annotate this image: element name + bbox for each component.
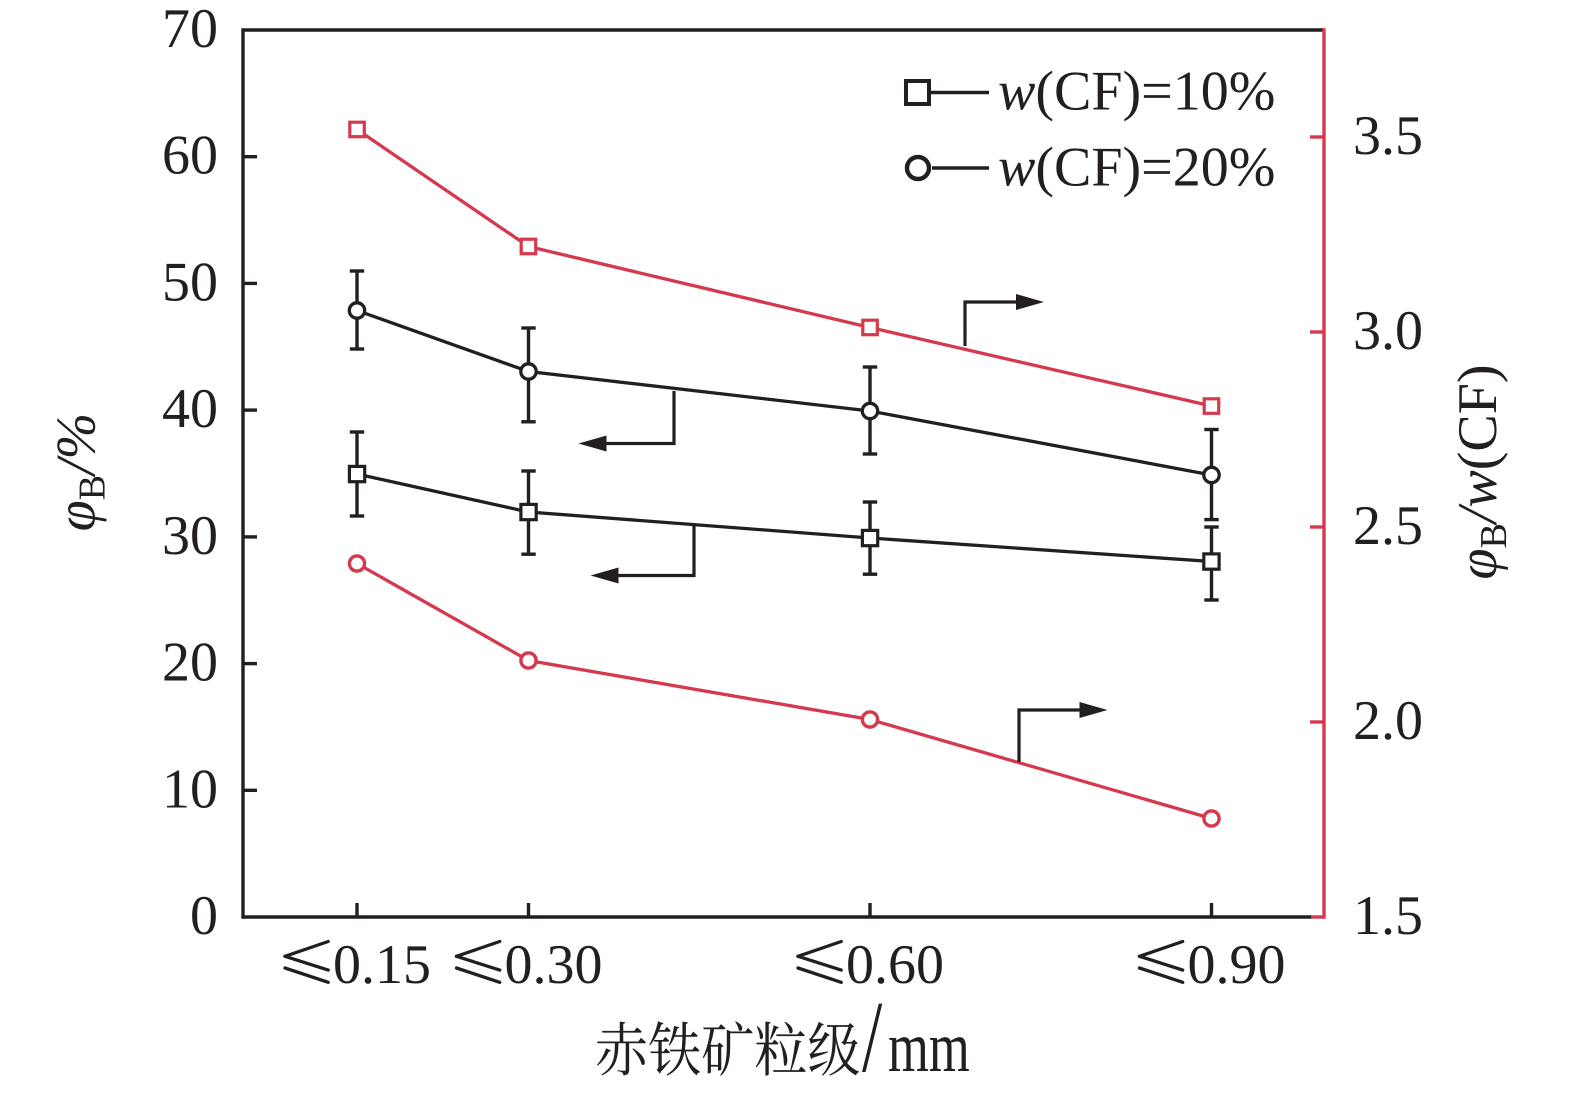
svg-text:0: 0	[190, 885, 218, 947]
svg-text:2.0: 2.0	[1353, 690, 1423, 752]
svg-text:0.15: 0.15	[333, 934, 431, 996]
svg-text:/: /	[862, 980, 883, 1089]
svg-text:mm: mm	[888, 1007, 970, 1087]
svg-text:w(CF)=20%: w(CF)=20%	[998, 137, 1275, 199]
svg-text:w(CF)=10%: w(CF)=10%	[998, 61, 1275, 123]
svg-text:70: 70	[162, 0, 218, 60]
svg-text:3.5: 3.5	[1353, 105, 1423, 167]
svg-text:0.30: 0.30	[505, 934, 603, 996]
svg-text:3.0: 3.0	[1353, 300, 1423, 362]
svg-text:0.60: 0.60	[846, 934, 944, 996]
svg-text:60: 60	[162, 125, 218, 187]
svg-text:2.5: 2.5	[1353, 495, 1423, 557]
svg-text:20: 20	[162, 632, 218, 694]
svg-text:0.90: 0.90	[1188, 934, 1286, 996]
svg-text:50: 50	[162, 251, 218, 313]
svg-text:1.5: 1.5	[1353, 885, 1423, 947]
svg-text:40: 40	[162, 378, 218, 440]
svg-text:30: 30	[162, 505, 218, 567]
svg-text:10: 10	[162, 758, 218, 820]
